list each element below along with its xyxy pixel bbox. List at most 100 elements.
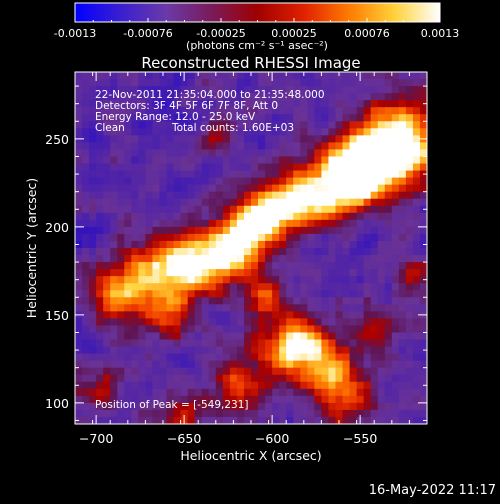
heatmap-cell	[117, 283, 125, 291]
heatmap-cell	[413, 283, 421, 291]
heatmap-cell	[145, 375, 153, 383]
heatmap-cell	[159, 283, 167, 291]
heatmap-cell	[307, 206, 315, 214]
heatmap-cell	[230, 262, 238, 270]
heatmap-cell	[251, 297, 259, 305]
heatmap-cell	[286, 361, 294, 369]
heatmap-cell	[152, 227, 160, 235]
heatmap-cell	[265, 396, 273, 404]
heatmap-cell	[131, 389, 139, 397]
heatmap-cell	[286, 417, 294, 425]
heatmap-cell	[216, 332, 224, 340]
heatmap-cell	[89, 410, 97, 418]
heatmap-cell	[293, 241, 301, 249]
heatmap-cell	[392, 332, 400, 340]
heatmap-cell	[307, 276, 315, 284]
heatmap-cell	[216, 220, 224, 228]
heatmap-cell	[174, 135, 182, 143]
heatmap-cell	[343, 206, 351, 214]
heatmap-cell	[343, 121, 351, 129]
heatmap-cell	[399, 396, 407, 404]
heatmap-cell	[272, 192, 280, 200]
heatmap-cell	[124, 311, 132, 319]
heatmap-cell	[216, 375, 224, 383]
heatmap-cell	[378, 340, 386, 348]
heatmap-cell	[357, 340, 365, 348]
heatmap-cell	[364, 142, 372, 150]
heatmap-cell	[265, 234, 273, 242]
heatmap-cell	[230, 283, 238, 291]
heatmap-cell	[413, 79, 421, 87]
heatmap-cell	[75, 128, 83, 136]
heatmap-cell	[96, 354, 104, 362]
heatmap-cell	[82, 178, 90, 186]
heatmap-cell	[350, 79, 358, 87]
heatmap-cell	[357, 128, 365, 136]
heatmap-cell	[209, 375, 217, 383]
heatmap-cell	[420, 185, 428, 193]
heatmap-cell	[131, 255, 139, 263]
heatmap-cell	[335, 297, 343, 305]
heatmap-cell	[145, 389, 153, 397]
heatmap-cell	[195, 206, 203, 214]
heatmap-cell	[89, 241, 97, 249]
heatmap-cell	[174, 297, 182, 305]
heatmap-cell	[293, 354, 301, 362]
heatmap-cell	[237, 417, 245, 425]
heatmap-cell	[258, 318, 266, 326]
heatmap-cell	[216, 389, 224, 397]
heatmap-cell	[152, 417, 160, 425]
heatmap-cell	[237, 178, 245, 186]
heatmap-cell	[82, 149, 90, 157]
heatmap-cell	[378, 396, 386, 404]
heatmap-cell	[124, 283, 132, 291]
heatmap-cell	[174, 389, 182, 397]
heatmap-cell	[110, 164, 118, 172]
heatmap-cell	[286, 213, 294, 221]
heatmap-cell	[117, 375, 125, 383]
heatmap-cell	[265, 135, 273, 143]
heatmap-cell	[364, 107, 372, 115]
heatmap-cell	[413, 234, 421, 242]
heatmap-cell	[89, 135, 97, 143]
heatmap-cell	[202, 262, 210, 270]
heatmap-cell	[75, 354, 83, 362]
heatmap-cell	[117, 262, 125, 270]
heatmap-cell	[202, 340, 210, 348]
heatmap-cell	[286, 206, 294, 214]
heatmap-cell	[357, 199, 365, 207]
heatmap-cell	[96, 142, 104, 150]
heatmap-cell	[378, 276, 386, 284]
heatmap-cell	[420, 361, 428, 369]
heatmap-cell	[350, 156, 358, 164]
heatmap-cell	[300, 199, 308, 207]
heatmap-cell	[364, 171, 372, 179]
heatmap-cell	[251, 248, 259, 256]
heatmap-cell	[343, 410, 351, 418]
heatmap-cell	[237, 375, 245, 383]
heatmap-cell	[202, 241, 210, 249]
heatmap-cell	[209, 368, 217, 376]
heatmap-cell	[223, 361, 231, 369]
heatmap-cell	[181, 164, 189, 172]
heatmap-cell	[110, 417, 118, 425]
heatmap-cell	[96, 318, 104, 326]
heatmap-cell	[237, 304, 245, 312]
heatmap-cell	[117, 304, 125, 312]
heatmap-cell	[385, 178, 393, 186]
heatmap-cell	[167, 269, 175, 277]
heatmap-cell	[124, 149, 132, 157]
heatmap-cell	[138, 178, 146, 186]
heatmap-cell	[314, 340, 322, 348]
heatmap-cell	[202, 227, 210, 235]
heatmap-cell	[209, 290, 217, 298]
heatmap-cell	[138, 234, 146, 242]
heatmap-cell	[152, 128, 160, 136]
heatmap-cell	[307, 128, 315, 136]
heatmap-cell	[343, 311, 351, 319]
heatmap-cell	[392, 283, 400, 291]
heatmap-cell	[300, 178, 308, 186]
heatmap-cell	[181, 354, 189, 362]
heatmap-cell	[413, 297, 421, 305]
heatmap-cell	[230, 213, 238, 221]
